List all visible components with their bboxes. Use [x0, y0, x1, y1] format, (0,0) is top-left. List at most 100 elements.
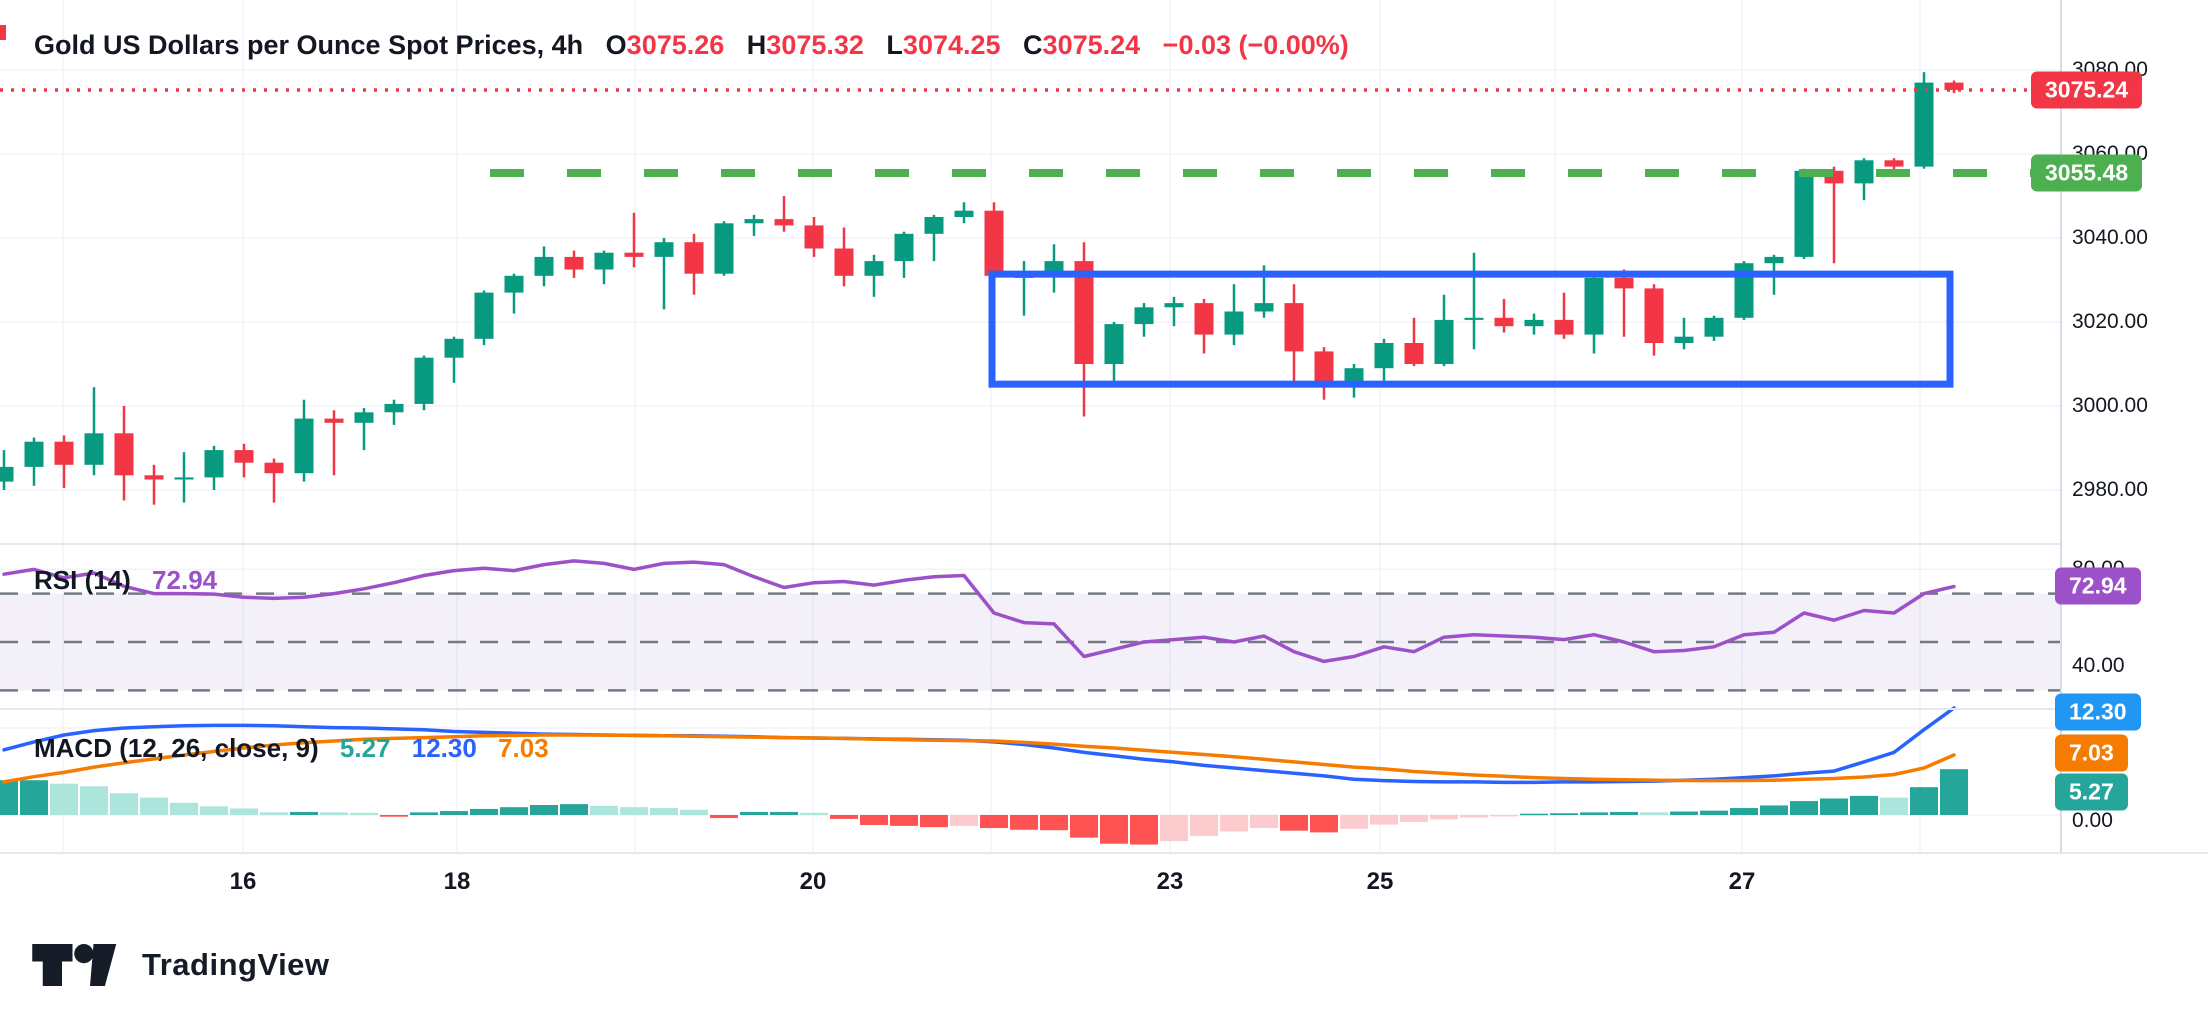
candle-body	[984, 210, 1004, 276]
macd-histogram-bar	[680, 809, 708, 815]
candle-body	[474, 292, 494, 339]
tradingview-logo-text: TradingView	[142, 947, 330, 982]
macd-histogram-bar	[1130, 815, 1158, 845]
candle-body	[234, 450, 254, 463]
price-axis-label: 3000.00	[2072, 394, 2148, 417]
macd-histogram-bar	[1310, 815, 1338, 833]
macd-histogram-bar	[1040, 815, 1068, 831]
candle-body	[894, 233, 914, 262]
macd-histogram-bar	[920, 815, 948, 828]
candle-body	[1494, 317, 1514, 327]
candle-body	[594, 252, 614, 270]
macd-value-badge: 7.03	[2055, 734, 2128, 772]
macd-histogram-bar	[1280, 815, 1308, 831]
macd-histogram-bar	[590, 805, 618, 815]
macd-histogram-bar	[1430, 815, 1458, 820]
macd-histogram-bar	[350, 812, 378, 815]
candle-body	[1554, 319, 1574, 335]
price-badge: 3075.24	[2031, 71, 2143, 109]
candle-body	[624, 252, 644, 257]
macd-signal-value: 7.03	[498, 733, 549, 763]
candle-body	[1254, 303, 1274, 312]
candle-body	[1644, 288, 1664, 343]
candle-body	[1314, 351, 1334, 385]
macd-histogram-bar	[1940, 769, 1968, 815]
candle-body	[1584, 277, 1604, 335]
macd-value-badge: 12.30	[2055, 693, 2141, 731]
macd-histogram-bar	[1910, 787, 1938, 815]
chart-canvas[interactable]	[0, 0, 2208, 852]
pane-separator-rsi-macd[interactable]	[0, 708, 2208, 710]
macd-histogram-bar	[1160, 815, 1188, 842]
macd-histogram-bar	[260, 812, 288, 815]
macd-histogram-bar	[1880, 797, 1908, 815]
macd-histogram-bar	[200, 806, 228, 815]
macd-axis-label: 0.00	[2072, 809, 2113, 832]
tradingview-logo-icon	[32, 944, 117, 986]
candle-body	[1374, 343, 1394, 369]
candle-body	[384, 403, 404, 413]
time-axis-label: 23	[1156, 868, 1184, 895]
candle-body	[1134, 307, 1154, 325]
symbol-title: Gold US Dollars per Ounce Spot Prices, 4…	[34, 30, 584, 60]
candle-body	[834, 248, 854, 276]
candle-body	[1794, 170, 1814, 257]
candle-body	[1524, 319, 1544, 327]
rsi-legend[interactable]: RSI (14) 72.94	[34, 565, 217, 596]
pane-separator-main-rsi[interactable]	[0, 543, 2208, 545]
candle-body	[1674, 336, 1694, 343]
macd-histogram-bar	[1100, 815, 1128, 844]
ohlc-open-value: 3075.26	[626, 30, 725, 60]
macd-histogram-bar	[20, 780, 48, 815]
candle-body	[324, 418, 344, 423]
macd-histogram-bar	[500, 807, 528, 815]
candle-body	[264, 462, 284, 474]
macd-histogram-bar	[1580, 812, 1608, 815]
candle-body	[294, 418, 314, 474]
price-axis-label: 2980.00	[2072, 478, 2148, 501]
candle-body	[684, 242, 704, 274]
macd-histogram-bar	[410, 812, 438, 815]
macd-histogram-bar	[1730, 808, 1758, 815]
macd-histogram-bar	[800, 812, 828, 815]
macd-histogram-bar	[110, 793, 138, 815]
candle-body	[1884, 160, 1904, 167]
macd-histogram-bar	[1010, 815, 1038, 830]
candle-body	[804, 225, 824, 249]
macd-histogram-bar	[1790, 801, 1818, 815]
candle-body	[54, 441, 74, 465]
macd-value-badge: 5.27	[2055, 773, 2128, 811]
change-value: −0.03 (−0.00%)	[1162, 30, 1349, 60]
symbol-legend[interactable]: Gold US Dollars per Ounce Spot Prices, 4…	[34, 30, 1349, 61]
macd-histogram-bar	[170, 802, 198, 815]
macd-signal-line	[2, 733, 1956, 784]
candle-body	[954, 210, 974, 217]
macd-histogram-bar	[830, 815, 858, 819]
macd-histogram-bar	[1400, 815, 1428, 822]
macd-histogram-bar	[320, 812, 348, 815]
candle-body	[114, 433, 134, 476]
macd-histogram-bar	[1520, 813, 1548, 816]
ohlc-open-label: O	[605, 30, 627, 60]
macd-legend[interactable]: MACD (12, 26, close, 9) 5.27 12.30 7.03	[34, 733, 549, 764]
candle-body	[414, 357, 434, 404]
candle-body	[714, 223, 734, 274]
time-axis-label: 25	[1366, 868, 1394, 895]
macd-histogram-bar	[50, 783, 78, 815]
ohlc-close-label: C	[1023, 30, 1043, 60]
ohlc-high-label: H	[746, 30, 767, 60]
macd-histogram-bar	[1490, 815, 1518, 817]
macd-label: MACD (12, 26, close, 9)	[34, 733, 319, 763]
rsi-value-badge: 72.94	[2055, 567, 2141, 605]
rsi-value: 72.94	[152, 565, 218, 595]
consolidation-rectangle	[988, 270, 1954, 388]
macd-histogram-bar	[1220, 815, 1248, 832]
macd-histogram-bar	[470, 808, 498, 815]
macd-histogram-bar	[1640, 812, 1668, 815]
candle-body	[1704, 317, 1724, 337]
rsi-line	[2, 559, 1956, 664]
tradingview-logo[interactable]: TradingView	[26, 944, 330, 986]
macd-histogram-bar	[80, 786, 108, 815]
time-axis-separator	[0, 852, 2208, 854]
